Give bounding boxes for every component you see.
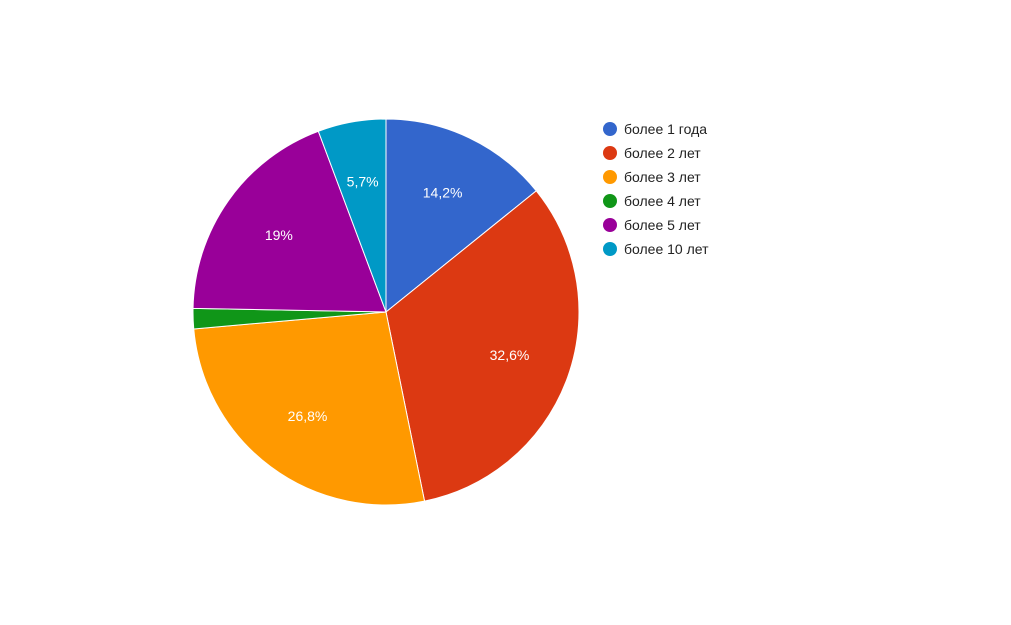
legend-label: более 1 года [624,121,708,137]
legend-item-2[interactable]: более 2 лет [603,141,823,165]
legend-swatch [603,194,617,208]
legend-item-5[interactable]: более 5 лет [603,213,823,237]
legend-item-4[interactable]: более 4 лет [603,189,823,213]
pie-slice-3[interactable] [193,311,426,506]
pie-slice-6[interactable] [317,118,387,313]
slice-value-label: 14,2% [423,184,463,200]
legend-label: более 3 лет [624,169,701,185]
pie-slice-5[interactable] [192,130,387,313]
slice-value-label: 19% [265,227,293,243]
legend-label: более 2 лет [624,145,701,161]
legend-label: более 4 лет [624,193,701,209]
legend-swatch [603,242,617,256]
slice-value-label: 26,8% [288,408,328,424]
legend-item-3[interactable]: более 3 лет [603,165,823,189]
legend-swatch [603,170,617,184]
slice-value-label: 5,7% [347,174,379,190]
pie-slice-2[interactable] [385,190,580,502]
chart-legend: более 1 года более 2 лет более 3 лет более … [603,117,823,261]
legend-label: более 5 лет [624,217,701,233]
legend-swatch [603,122,617,136]
legend-swatch [603,146,617,160]
legend-swatch [603,218,617,232]
legend-item-1[interactable]: более 1 года [603,117,823,141]
slice-value-label: 32,6% [490,347,530,363]
legend-label: более 10 лет [624,241,709,257]
legend-item-6[interactable]: более 10 лет [603,237,823,261]
pie-slice-1[interactable] [385,118,537,314]
